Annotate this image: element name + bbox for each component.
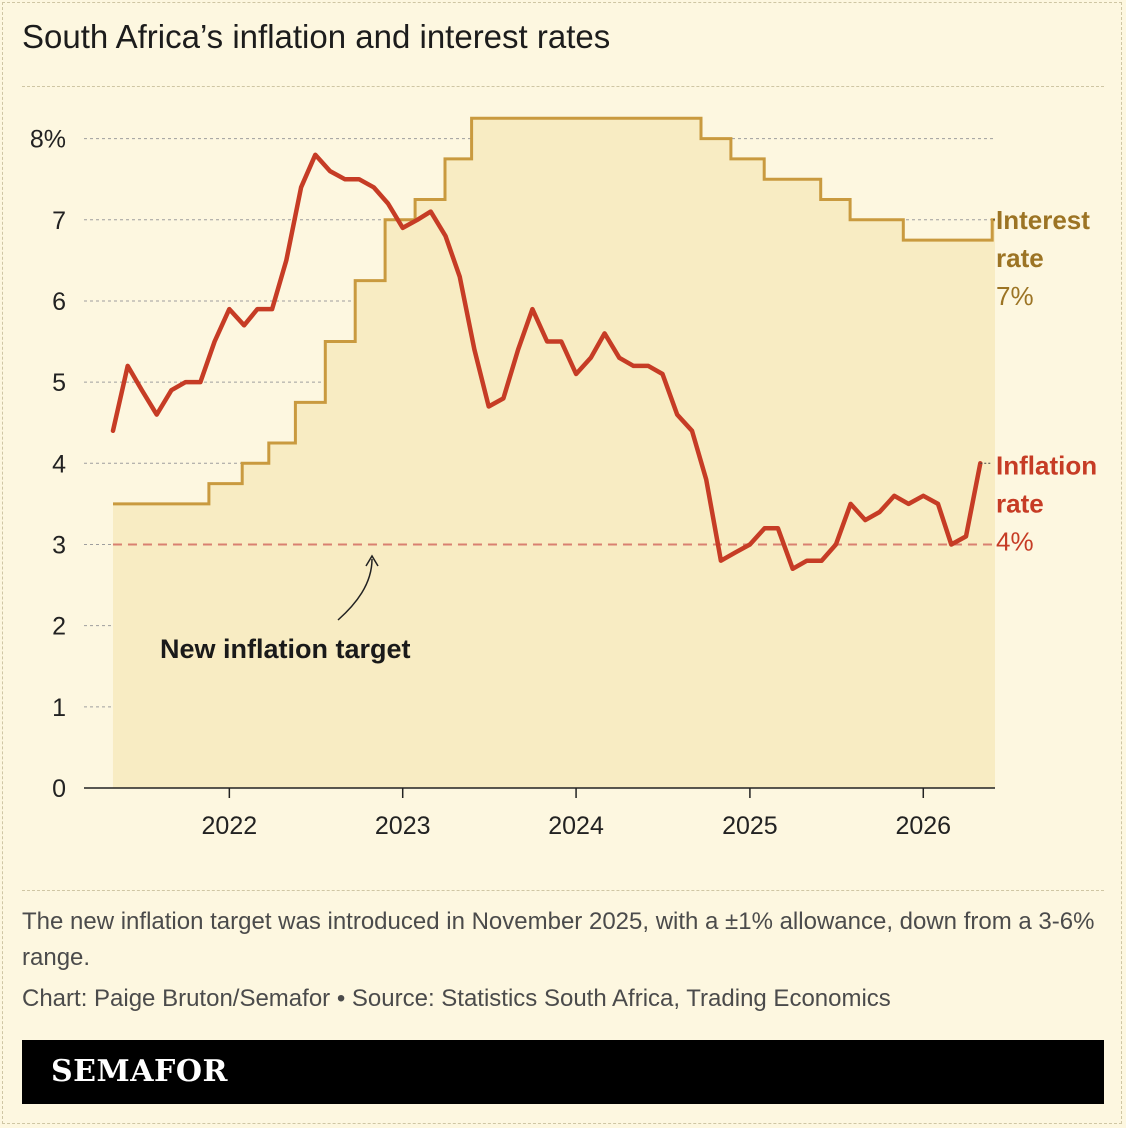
x-tick-label: 2024: [548, 812, 604, 840]
chart-note: The new inflation target was introduced …: [22, 908, 1095, 971]
footer-bar: SEMAFOR: [22, 1040, 1104, 1104]
chart-credit: Chart: Paige Bruton/Semafor • Source: St…: [22, 985, 891, 1012]
axes: 0 1 2 3 4 5 6 7 8% 2022 2023 2024 2025 2026: [30, 126, 995, 840]
y-tick-label: 2: [52, 613, 66, 641]
interest-rate-line: [113, 116, 995, 506]
interest-rate-value: 7%: [996, 281, 1034, 311]
x-tick-label: 2023: [375, 812, 431, 840]
x-tick-label: 2025: [722, 812, 778, 840]
target-annotation: New inflation target: [160, 634, 411, 664]
y-tick-label: 4: [52, 450, 66, 478]
notes-divider: [22, 890, 1104, 891]
inflation-rate-label: Inflation: [996, 450, 1097, 480]
y-tick-label: 0: [52, 775, 66, 803]
chart-title: South Africa’s inflation and interest ra…: [22, 18, 611, 55]
y-tick-label: 6: [52, 288, 66, 316]
interest-rate-label: rate: [996, 243, 1044, 273]
y-tick-label: 5: [52, 369, 66, 397]
inflation-rate-line: [110, 152, 983, 572]
target-arrowhead: [365, 554, 379, 567]
interest-rate-area: [112, 118, 996, 789]
target-arrow: [337, 558, 373, 621]
series-labels: Interest rate 7% Inflation rate 4% New inflati…: [160, 205, 1097, 664]
y-tick-label: 1: [52, 694, 66, 722]
inflation-rate-value: 4%: [996, 526, 1034, 556]
x-tick-label: 2026: [895, 812, 951, 840]
y-tick-label: 3: [52, 531, 66, 559]
semafor-logo: SEMAFOR: [51, 1054, 228, 1089]
series-lines: [110, 116, 995, 572]
x-tick-label: 2022: [202, 812, 258, 840]
inflation-rate-label: rate: [996, 488, 1044, 518]
y-tick-label: 7: [52, 207, 66, 235]
line-chart: 0 1 2 3 4 5 6 7 8% 2022 2023 2024 2025 2026 Interest r…: [30, 116, 1097, 840]
interest-area-fill: [112, 118, 996, 789]
interest-rate-label: Interest: [996, 205, 1090, 235]
y-tick-label: 8%: [30, 126, 66, 154]
title-divider: [22, 86, 1104, 87]
